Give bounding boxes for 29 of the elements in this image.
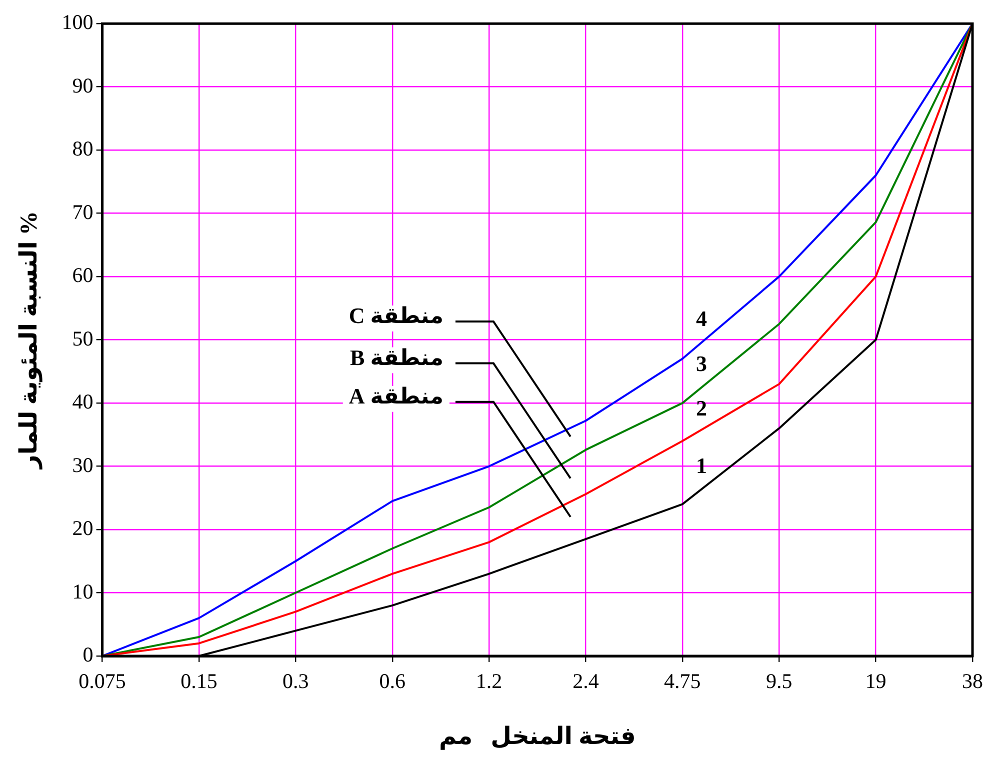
x-tick-label: 19	[865, 669, 886, 694]
x-tick-label: 0.15	[180, 669, 218, 694]
y-tick-label: 100	[62, 10, 94, 34]
y-tick-label: 90	[72, 73, 94, 98]
series-label: 4	[696, 306, 707, 331]
y-tick-label: 60	[72, 263, 94, 288]
y-tick-label: 40	[72, 390, 94, 414]
series-label: 3	[696, 351, 707, 376]
y-tick-label: 70	[72, 200, 94, 224]
annotation: منطقة B	[350, 344, 444, 370]
y-tick-label: 80	[72, 136, 94, 161]
x-tick-label: 1.2	[476, 669, 502, 694]
x-tick-label: 38	[962, 669, 983, 694]
x-axis-title: فتحة المنخل مم	[438, 724, 636, 750]
x-tick-label: 2.4	[572, 669, 600, 694]
x-tick-label: 4.75	[664, 669, 701, 694]
y-axis-title: النسبة المئوية للمار %	[16, 211, 43, 470]
y-tick-label: 30	[72, 452, 94, 477]
x-tick-label: 9.5	[766, 669, 792, 694]
y-tick-label: 50	[72, 326, 94, 350]
annotation: منطقة C	[348, 303, 444, 328]
y-tick-label: 20	[72, 516, 94, 540]
y-tick-label: 0	[82, 642, 94, 667]
x-tick-label: 0.3	[282, 669, 309, 694]
series-label: 2	[696, 396, 707, 421]
annotation: منطقة A	[348, 384, 444, 409]
y-tick-label: 10	[72, 579, 94, 604]
x-tick-label: 0.075	[78, 669, 126, 694]
x-tick-label: 0.6	[379, 669, 406, 694]
